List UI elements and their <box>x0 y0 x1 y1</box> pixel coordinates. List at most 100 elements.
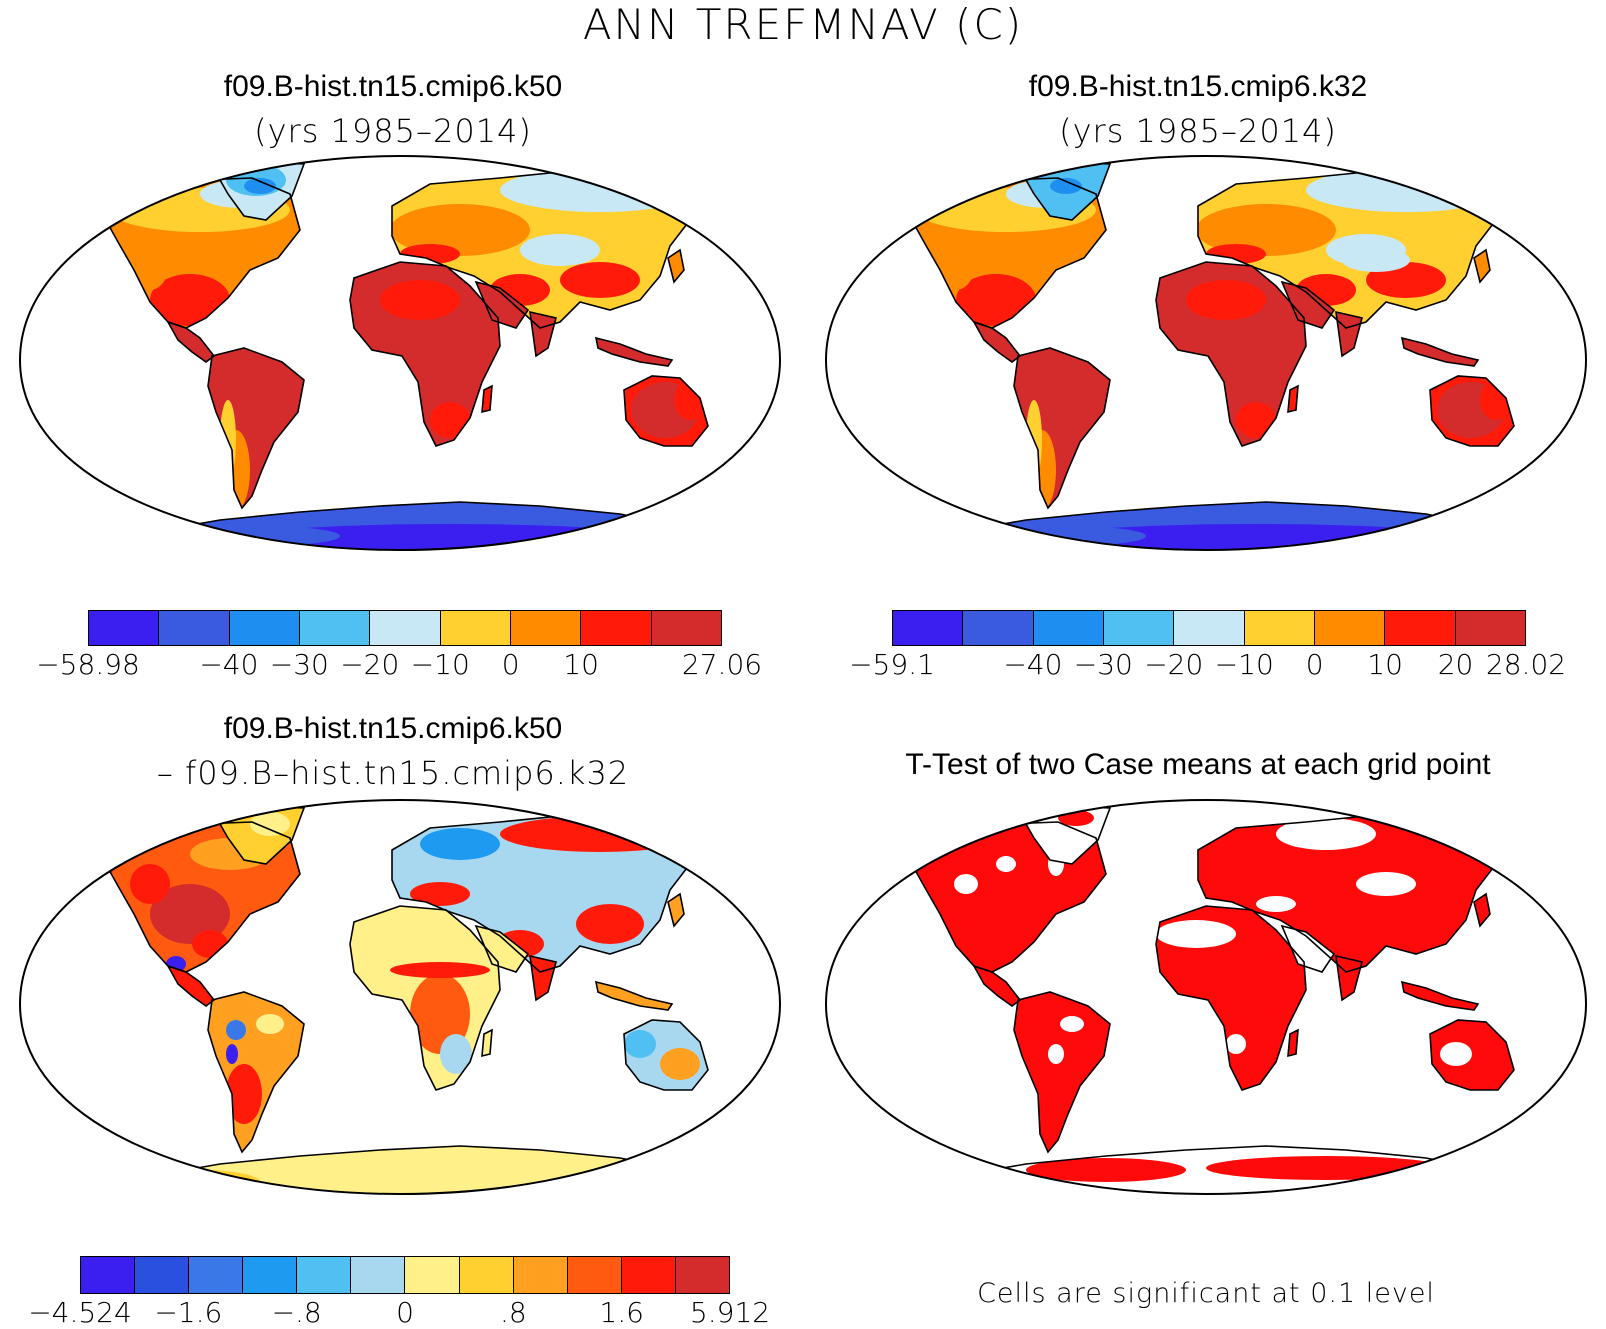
colorbar-swatch <box>228 611 299 645</box>
significance-note: Cells are significant at 0.1 level <box>977 1278 1435 1309</box>
coastline <box>972 320 1022 363</box>
panel-k50-title: f09.B-hist.tn15.cmip6.k50 <box>223 70 563 103</box>
field-patch <box>410 882 470 906</box>
land-india <box>1336 956 1362 1000</box>
land-arabia <box>1282 282 1334 328</box>
field-patch <box>956 274 1036 326</box>
colorbar-tick-label: −58.98 <box>36 648 140 681</box>
map-border <box>18 798 782 1196</box>
field-patch <box>440 1034 472 1074</box>
colorbar-tick-label: 27.06 <box>681 648 763 681</box>
colorbar-swatch <box>509 611 581 645</box>
land-arabia <box>1282 926 1334 972</box>
colorbar-swatch <box>512 1257 567 1293</box>
field-patch <box>1276 818 1376 850</box>
map-ttest <box>824 798 1588 1196</box>
coastline <box>1473 248 1491 284</box>
land-arabia <box>476 926 528 972</box>
field-patch <box>1236 402 1276 438</box>
land-arabia <box>476 282 528 328</box>
coastline <box>1400 336 1480 367</box>
colorbar-tick-label: 5.912 <box>689 1296 771 1329</box>
field-patch <box>624 1030 656 1058</box>
figure-title: ANN TREFMNAV (C) <box>582 0 1024 49</box>
panel-k32-subtitle: (yrs 1985–2014) <box>1059 112 1337 150</box>
colorbar-swatch <box>404 1257 459 1293</box>
field-patch <box>560 262 640 298</box>
colorbar-swatch <box>566 1257 621 1293</box>
coastline <box>1013 347 1111 510</box>
field-patch <box>996 856 1016 872</box>
colorbar-swatch <box>1384 611 1455 645</box>
field-patch <box>380 280 460 320</box>
colorbar-tick-label: −1.6 <box>154 1296 223 1329</box>
field-patch <box>1156 920 1236 948</box>
field-patch <box>130 864 170 904</box>
colorbar-swatch <box>650 611 721 645</box>
coastline <box>207 347 305 510</box>
field-patch <box>226 1064 262 1124</box>
coastline <box>474 924 530 973</box>
panel-diff-subtitle: – f09.B–hist.tn15.cmip6.k32 <box>156 754 630 792</box>
field-patch <box>410 974 470 1054</box>
colorbar-swatch <box>1102 611 1174 645</box>
colorbar-swatch <box>296 1257 351 1293</box>
colorbar-swatch <box>439 611 510 645</box>
land-india <box>530 956 556 1000</box>
coastline <box>594 336 674 367</box>
coastline <box>1429 1019 1515 1091</box>
coastline <box>1335 954 1363 1002</box>
colorbar-swatches <box>88 610 722 646</box>
coastline <box>1155 261 1307 447</box>
colorbar-swatch <box>1454 611 1525 645</box>
colorbar-tick-label: −59.1 <box>849 648 935 681</box>
field-patch <box>1256 896 1296 912</box>
coastline <box>349 905 501 1091</box>
field-patch <box>244 178 276 194</box>
colorbar-swatch <box>620 1257 675 1293</box>
colorbar-swatch <box>893 611 963 645</box>
coastline <box>349 261 501 447</box>
colorbar-swatch <box>458 1257 513 1293</box>
land-eurasia <box>1198 814 1506 972</box>
field-patch <box>1440 1042 1472 1066</box>
field-patch <box>576 904 644 944</box>
colorbar-tick-label: 0 <box>396 1296 414 1329</box>
land-india <box>1336 312 1362 356</box>
field-patch <box>660 1048 700 1080</box>
coastline <box>529 310 557 358</box>
colorbar-tick-label: 28.02 <box>1485 648 1567 681</box>
coastline <box>623 1019 709 1091</box>
field-patch <box>250 812 290 836</box>
colorbar-swatch <box>674 1257 729 1293</box>
coastline <box>166 320 216 363</box>
colorbar-tick-label: −10 <box>1214 648 1274 681</box>
field-patch <box>1198 204 1336 256</box>
land-ca <box>168 322 214 362</box>
coastline <box>529 954 557 1002</box>
coastline <box>972 964 1022 1007</box>
field-patch <box>500 816 700 852</box>
coastline <box>1287 384 1299 414</box>
field-patch <box>214 350 302 430</box>
field-patch <box>140 1170 260 1194</box>
colorbar-tick-label: −20 <box>340 648 400 681</box>
colorbar-swatch <box>1243 611 1314 645</box>
panel-k50-subtitle: (yrs 1985–2014) <box>254 112 532 150</box>
field-patch <box>1048 1044 1064 1064</box>
colorbar-k32: −59.1 −40 −30 −20 −10 0 10 20 28.02 <box>849 610 1566 700</box>
colorbar-diff: −4.524 −1.6 −.8 0 .8 1.6 5.912 <box>28 1256 770 1329</box>
land-ca <box>974 322 1020 362</box>
panel-diff-title: f09.B-hist.tn15.cmip6.k50 <box>223 712 563 745</box>
colorbar-tick-label: −20 <box>1144 648 1204 681</box>
coastline <box>207 991 305 1154</box>
colorbar-swatch <box>1173 611 1244 645</box>
colorbar-swatch <box>298 611 370 645</box>
panel-k32-title: f09.B-hist.tn15.cmip6.k32 <box>1028 70 1368 103</box>
field-patch <box>1060 1016 1084 1032</box>
field-patch <box>1026 1158 1186 1182</box>
colorbar-tick-label: 20 <box>1437 648 1474 681</box>
land-africa <box>1156 906 1306 1090</box>
coastline <box>481 384 493 414</box>
colorbar-swatch <box>1313 611 1385 645</box>
